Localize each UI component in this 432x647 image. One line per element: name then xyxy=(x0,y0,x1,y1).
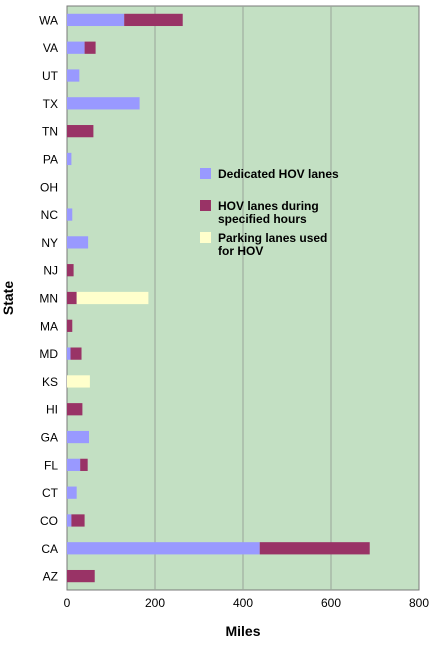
category-label: FL xyxy=(44,458,58,472)
legend-label: HOV lanes during specified hours xyxy=(218,199,319,226)
bars xyxy=(67,13,370,583)
bar-segment xyxy=(67,542,260,555)
category-label: GA xyxy=(41,431,58,445)
bar-segment xyxy=(67,458,81,471)
bar-segment xyxy=(67,569,95,583)
bar-segment xyxy=(67,208,73,221)
category-label: NJ xyxy=(43,264,58,278)
category-label: CT xyxy=(42,486,59,500)
x-axis-title: Miles xyxy=(225,623,260,639)
category-label: TN xyxy=(42,125,58,139)
legend-swatch xyxy=(200,232,211,243)
x-tick-label: 800 xyxy=(409,596,429,610)
category-label: VA xyxy=(43,41,58,55)
category-label: OH xyxy=(40,180,58,194)
x-tick-label: 0 xyxy=(64,596,71,610)
bar-segment xyxy=(67,97,140,110)
category-label: WA xyxy=(39,13,58,27)
x-tick-label: 600 xyxy=(321,596,341,610)
bar-segment xyxy=(70,347,82,360)
bar-segment xyxy=(67,152,72,166)
bar-segment xyxy=(67,291,77,305)
category-label: NY xyxy=(41,236,58,250)
bar-segment xyxy=(67,319,73,332)
bar-segment xyxy=(259,542,370,555)
bar-segment xyxy=(67,514,72,527)
bar-segment xyxy=(84,41,96,54)
bar-segment xyxy=(67,236,89,249)
bar-segment xyxy=(67,41,85,54)
category-label: MA xyxy=(40,319,58,333)
category-label: TX xyxy=(43,97,58,111)
category-label: CA xyxy=(41,542,58,556)
legend-label: Parking lanes used for HOV xyxy=(218,231,327,258)
category-label: KS xyxy=(42,375,58,389)
y-axis-title: State xyxy=(0,281,16,315)
category-label: HI xyxy=(46,403,58,417)
category-label: CO xyxy=(40,514,58,528)
legend: Dedicated HOV lanes HOV lanes during speci… xyxy=(200,167,339,258)
category-label: NC xyxy=(41,208,59,222)
x-tick-label: 400 xyxy=(233,596,253,610)
bar-segment xyxy=(71,514,85,527)
legend-label: Dedicated HOV lanes xyxy=(218,167,339,181)
category-labels: WA VA UT TX TN PA OH NC NY NJ MN MA MD KS HI GA FL CT CO CA… xyxy=(39,13,59,583)
bar-segment xyxy=(67,375,90,388)
bar-segment xyxy=(67,403,83,416)
bar-segment xyxy=(124,13,183,27)
bar-segment xyxy=(80,458,88,471)
bar-segment xyxy=(76,291,149,305)
category-label: PA xyxy=(43,152,58,166)
bar-segment xyxy=(67,430,89,444)
category-label: AZ xyxy=(43,570,58,584)
category-label: UT xyxy=(42,69,59,83)
bar-segment xyxy=(67,347,71,360)
bar-segment xyxy=(67,264,74,277)
bar-segment xyxy=(67,125,94,138)
legend-swatch xyxy=(200,168,211,179)
gridlines xyxy=(154,6,332,590)
bar-segment xyxy=(67,486,77,499)
bar-segment xyxy=(67,13,125,27)
category-label: MD xyxy=(39,347,58,361)
x-tick-label: 200 xyxy=(145,596,165,610)
bar-segment xyxy=(67,69,80,82)
legend-swatch xyxy=(200,200,211,211)
x-tick-labels: 0 200 400 600 800 xyxy=(64,596,430,610)
category-label: MN xyxy=(39,292,58,306)
